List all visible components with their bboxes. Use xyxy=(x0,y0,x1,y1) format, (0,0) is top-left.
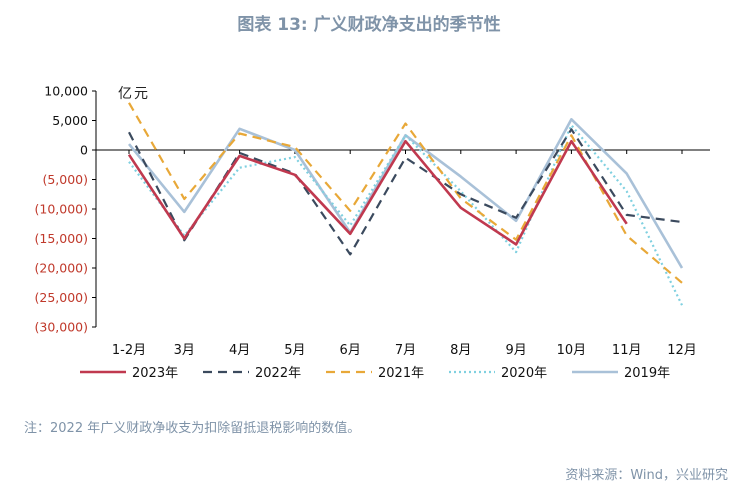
footnote: 注：2022 年广义财政净收支为扣除留抵退税影响的数值。 xyxy=(24,421,361,436)
y-tick-label: (15,000) xyxy=(35,231,89,246)
series-line-2023年 xyxy=(127,139,628,246)
y-tick-label: (30,000) xyxy=(35,320,89,335)
y-tick-label: (20,000) xyxy=(35,261,89,276)
x-tick-label: 10月 xyxy=(557,343,587,358)
legend-label: 2021年 xyxy=(378,366,424,381)
x-tick-label: 5月 xyxy=(284,343,305,358)
legend-label: 2019年 xyxy=(624,366,670,381)
legend: 2023年 2022年 2021年 2020年 2019年 xyxy=(80,366,670,381)
x-tick-label: 9月 xyxy=(505,343,526,358)
legend-label: 2022年 xyxy=(255,366,301,381)
y-tick-label: 10,000 xyxy=(44,84,88,99)
series-lines-group xyxy=(127,102,684,306)
x-tick-label: 3月 xyxy=(174,343,195,358)
chart-title: 图表 13: 广义财政净支出的季节性 xyxy=(237,15,501,35)
x-tick-label: 11月 xyxy=(612,343,642,358)
x-tick-label: 7月 xyxy=(395,343,416,358)
series-line-2021年 xyxy=(128,102,683,284)
y-tick-label: 0 xyxy=(80,143,88,158)
source-note: 资料来源：Wind，兴业研究 xyxy=(565,468,728,483)
x-tick-label: 6月 xyxy=(340,343,361,358)
series-line-2022年 xyxy=(128,128,683,256)
y-axis-label: 亿元 xyxy=(118,86,150,102)
legend-label: 2020年 xyxy=(501,366,547,381)
series-line-2020年 xyxy=(128,124,683,306)
legend-label: 2023年 xyxy=(132,366,178,381)
x-tick-label: 1-2月 xyxy=(112,343,146,358)
y-tick-label: (25,000) xyxy=(35,290,89,305)
y-tick-label: (10,000) xyxy=(35,202,89,217)
axes-group: 10,000 5,000 0 (5,000) (10,000) (15,000) (20,0… xyxy=(35,84,710,358)
x-tick-label: 4月 xyxy=(229,343,250,358)
y-tick-label: 5,000 xyxy=(52,113,88,128)
x-tick-label: 8月 xyxy=(450,343,471,358)
y-tick-label: (5,000) xyxy=(42,172,88,187)
x-tick-label: 12月 xyxy=(667,343,697,358)
